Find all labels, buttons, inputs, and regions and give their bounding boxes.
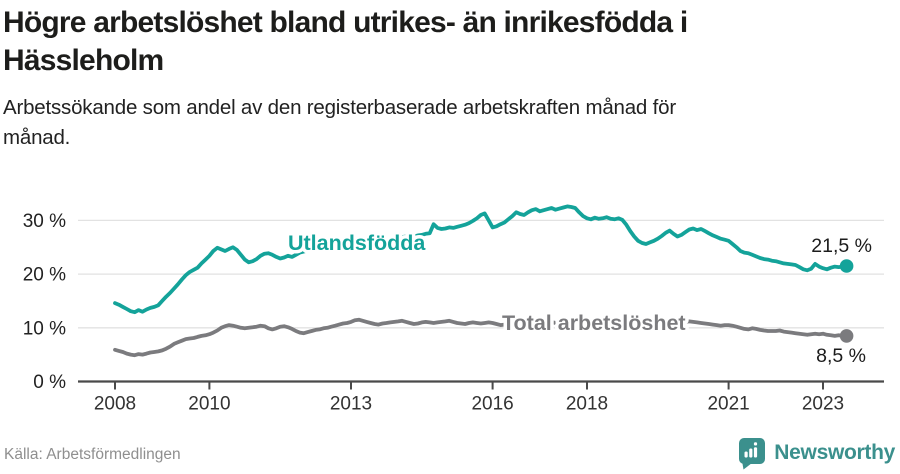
subtitle-line-1: Arbetssökande som andel av den registerb… — [3, 96, 676, 119]
series-label-utlandsfodda: Utlandsfödda — [288, 231, 426, 255]
series-end-dot-utlandsfodda — [839, 259, 854, 273]
x-tick-label-2018: 2018 — [566, 394, 608, 415]
chart-generated-layer: 0 % 10 % 20 % 30 % 2008 2010 2013 2016 2018 2021 2… — [23, 204, 884, 415]
series-line-total-arbetsloshet — [113, 317, 849, 358]
y-tick-label-10: 10 % — [23, 318, 66, 339]
series-end-dot-total-arbetsloshet — [839, 329, 854, 343]
page-title: Högre arbetslöshet bland utrikes- än inr… — [3, 4, 893, 80]
end-value-label-total: 8,5 % — [816, 345, 866, 367]
newsworthy-logo[interactable]: Newsworthy — [737, 436, 895, 470]
x-tick-label-2016: 2016 — [471, 394, 513, 415]
series-label-total-arbetsloshet: Total arbetslöshet — [502, 311, 686, 335]
x-tick-label-2023: 2023 — [802, 394, 844, 415]
title-line-2: Hässleholm — [3, 44, 164, 77]
y-tick-label-30: 30 % — [23, 211, 66, 232]
x-tick-label-2008: 2008 — [94, 394, 136, 415]
source-attribution: Källa: Arbetsförmedlingen — [4, 446, 181, 463]
page-subtitle: Arbetssökande som andel av den registerb… — [3, 93, 893, 153]
newsworthy-wordmark: Newsworthy — [774, 441, 895, 464]
x-tick-label-2013: 2013 — [330, 394, 372, 415]
bar-chart-speech-bubble-icon — [739, 438, 766, 470]
subtitle-line-2: månad. — [3, 126, 71, 149]
title-line-1: Högre arbetslöshet bland utrikes- än inr… — [3, 6, 688, 39]
chart-label-layer: Utlandsfödda Total arbetslöshet 21,5 % 8… — [285, 228, 873, 368]
y-tick-label-20: 20 % — [23, 265, 66, 286]
x-tick-label-2021: 2021 — [707, 394, 749, 415]
x-tick-label-2010: 2010 — [188, 394, 230, 415]
end-value-label-utlandsfodda: 21,5 % — [811, 235, 872, 257]
y-tick-label-0: 0 % — [33, 372, 66, 393]
series-line-utlandsfodda — [113, 204, 849, 315]
chart-header: Högre arbetslöshet bland utrikes- än inr… — [3, 4, 893, 153]
